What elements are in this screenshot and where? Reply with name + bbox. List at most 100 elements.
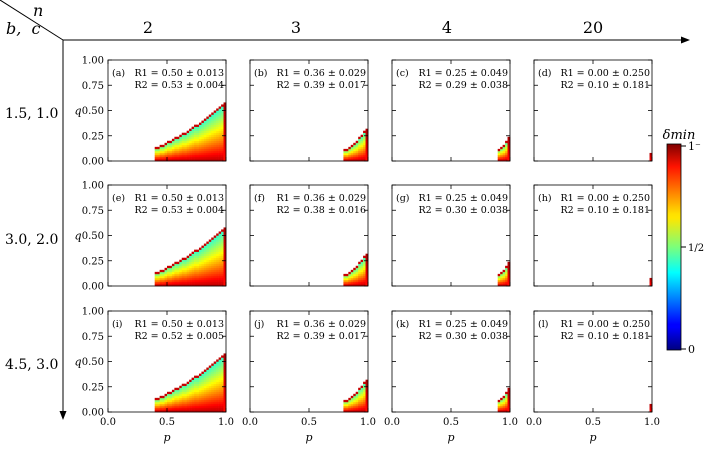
heatmap-cell bbox=[198, 136, 202, 140]
x-tick-label: 0.5 bbox=[159, 417, 175, 428]
r2-annotation: R2 = 0.30 ± 0.038 bbox=[418, 331, 508, 342]
heatmap-cell bbox=[208, 140, 212, 144]
heatmap-cell bbox=[223, 245, 227, 248]
heatmap-cell bbox=[157, 271, 160, 275]
heatmap-cell bbox=[216, 409, 219, 413]
heatmap-cell bbox=[169, 269, 173, 273]
x-axis-label: p bbox=[589, 431, 596, 444]
heatmap-cell bbox=[159, 279, 163, 283]
heatmap-cell bbox=[196, 251, 200, 254]
heatmap-cell bbox=[213, 249, 217, 252]
heatmap-cell bbox=[223, 152, 227, 156]
heatmap-cell bbox=[348, 401, 352, 405]
heatmap-cell bbox=[194, 407, 197, 411]
heatmap-cell bbox=[363, 158, 366, 162]
heatmap-cell bbox=[191, 383, 195, 387]
heatmap-cell bbox=[171, 409, 175, 413]
heatmap-cell bbox=[213, 259, 217, 263]
heatmap-cell bbox=[179, 391, 183, 395]
heatmap-cell bbox=[196, 269, 200, 273]
heatmap-cell bbox=[213, 379, 217, 382]
heatmap-cell bbox=[355, 281, 359, 285]
heatmap-cell bbox=[167, 158, 170, 162]
heatmap-cell bbox=[169, 399, 173, 403]
heatmap-cell bbox=[203, 391, 207, 395]
heatmap-cell bbox=[350, 273, 354, 277]
heatmap-cell bbox=[174, 273, 178, 277]
heatmap-cell bbox=[216, 150, 219, 154]
heatmap-cell bbox=[365, 255, 369, 259]
heatmap-cell bbox=[360, 405, 364, 409]
heatmap-cell bbox=[203, 263, 207, 267]
heatmap-cell bbox=[206, 136, 210, 140]
heatmap-cell bbox=[159, 283, 163, 287]
heatmap-cell bbox=[507, 146, 511, 150]
heatmap-cell bbox=[355, 271, 359, 275]
heatmap-cell bbox=[208, 158, 212, 162]
heatmap-cell bbox=[206, 120, 210, 123]
heatmap-cell bbox=[223, 403, 227, 407]
heatmap-cell bbox=[203, 120, 207, 123]
heatmap-cell bbox=[189, 255, 192, 259]
heatmap-cell bbox=[206, 259, 210, 263]
heatmap-cell bbox=[171, 148, 175, 152]
heatmap-cell bbox=[206, 116, 210, 119]
heatmap-cell bbox=[196, 381, 200, 385]
heatmap-cell bbox=[206, 395, 210, 399]
heatmap-cell bbox=[216, 130, 219, 134]
heatmap-cell bbox=[201, 271, 205, 275]
heatmap-cell bbox=[162, 401, 165, 405]
heatmap-cell bbox=[363, 148, 366, 152]
heatmap-cell bbox=[363, 132, 366, 136]
heatmap-cell bbox=[186, 142, 190, 146]
heatmap-cell bbox=[213, 363, 217, 366]
heatmap-cell bbox=[194, 130, 197, 134]
heatmap-cell bbox=[176, 397, 180, 401]
column-axis-arrow-icon bbox=[681, 36, 690, 44]
x-tick-label: 0.5 bbox=[585, 417, 601, 428]
heatmap-cell bbox=[169, 142, 173, 146]
heatmap-cell bbox=[203, 407, 207, 411]
heatmap-cell bbox=[223, 227, 227, 230]
heatmap-cell bbox=[507, 138, 511, 142]
heatmap-cell bbox=[189, 253, 192, 256]
heatmap-cell bbox=[223, 124, 227, 127]
heatmap-cell bbox=[189, 150, 192, 154]
heatmap-cell bbox=[203, 383, 207, 387]
heatmap-cell bbox=[213, 245, 217, 248]
heatmap-cell bbox=[221, 255, 224, 259]
heatmap-cell bbox=[343, 154, 347, 158]
heatmap-cell bbox=[194, 142, 197, 146]
heatmap-cell bbox=[194, 265, 197, 269]
heatmap-cell bbox=[206, 126, 210, 129]
heatmap-cell bbox=[191, 265, 195, 269]
heatmap-cell bbox=[221, 375, 224, 378]
heatmap-cell bbox=[360, 391, 364, 395]
heatmap-cell bbox=[208, 267, 212, 271]
heatmap-cell bbox=[201, 245, 205, 248]
heatmap-cell bbox=[221, 377, 224, 380]
heatmap-cell bbox=[206, 269, 210, 273]
heatmap-cell bbox=[198, 381, 202, 385]
heatmap-cell bbox=[203, 277, 207, 281]
heatmap-cell bbox=[216, 261, 219, 265]
heatmap-cell bbox=[189, 391, 192, 395]
heatmap-cell bbox=[223, 122, 227, 125]
heatmap-cell bbox=[507, 267, 511, 271]
heatmap-cell bbox=[216, 259, 219, 263]
heatmap-cell bbox=[218, 259, 222, 263]
heatmap-cell bbox=[154, 403, 158, 407]
heatmap-cell bbox=[203, 369, 207, 372]
heatmap-cell bbox=[350, 154, 354, 158]
heatmap-cell bbox=[505, 397, 508, 401]
heatmap-cell bbox=[223, 375, 227, 378]
heatmap-cell bbox=[164, 283, 168, 287]
heatmap-cell bbox=[208, 263, 212, 267]
heatmap-cell bbox=[345, 407, 349, 411]
heatmap-cell bbox=[221, 116, 224, 119]
heatmap-cell bbox=[218, 150, 222, 154]
heatmap-cell bbox=[208, 403, 212, 407]
heatmap-cell bbox=[196, 144, 200, 148]
heatmap-cell bbox=[206, 367, 210, 370]
heatmap-cell bbox=[159, 273, 163, 277]
